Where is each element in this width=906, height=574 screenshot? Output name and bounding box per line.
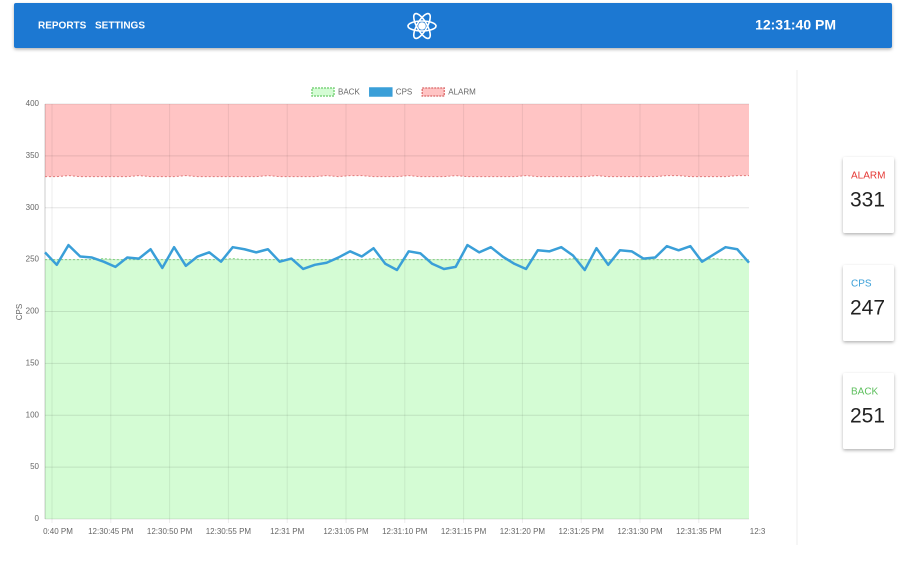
nav-link[interactable]: SETTINGS <box>95 21 145 32</box>
stat-label: CPS <box>851 279 872 290</box>
x-tick-label: 12:30:55 PM <box>206 527 252 536</box>
stat-label: BACK <box>851 387 879 398</box>
y-tick-label: 300 <box>26 203 40 212</box>
x-tick-label: 12:31:20 PM <box>500 527 546 536</box>
y-tick-label: 100 <box>26 410 40 419</box>
x-tick-label: 12:31 PM <box>270 527 305 536</box>
legend-label[interactable]: BACK <box>338 88 360 97</box>
nav-link[interactable]: REPORTS <box>38 21 87 32</box>
x-tick-label: 12:30:45 PM <box>88 527 134 536</box>
cards: ALARM 331 CPS 247 BACK 251 <box>843 157 894 449</box>
y-tick-label: 200 <box>26 307 40 316</box>
stat-value: 331 <box>850 189 885 212</box>
y-tick-label: 250 <box>26 255 40 264</box>
stat-card <box>843 157 894 233</box>
x-tick-label: 12:31:25 PM <box>559 527 605 536</box>
y-tick-label: 350 <box>26 151 40 160</box>
y-tick-label: 0 <box>35 514 40 523</box>
stat-label: ALARM <box>851 171 885 182</box>
stat-card <box>843 373 894 449</box>
series-line <box>45 175 749 178</box>
x-tick-label: 12:3 <box>750 527 766 536</box>
x-tick-label: 12:31:35 PM <box>676 527 722 536</box>
x-tick-label: 12:31:10 PM <box>382 527 428 536</box>
stat-card <box>843 265 894 341</box>
x-tick-label: 12:31:30 PM <box>617 527 663 536</box>
legend-swatch <box>311 87 335 97</box>
stat-value: 247 <box>850 297 885 320</box>
series-line <box>45 258 749 261</box>
y-tick-label: 50 <box>30 462 39 471</box>
logo[interactable] <box>407 11 437 40</box>
x-tick-label: 0:40 PM <box>43 527 73 536</box>
series-line <box>44 243 750 272</box>
y-axis-label: CPS <box>15 304 24 320</box>
y-tick-label: 400 <box>26 99 40 108</box>
x-tick-label: 12:31:15 PM <box>441 527 487 536</box>
legend-label[interactable]: ALARM <box>448 88 476 97</box>
chart: 0 50 100 150 200 250 300 350 400 0:40 PM 12:30:45 … <box>26 87 766 536</box>
x-tick-label: 12:30:50 PM <box>147 527 193 536</box>
legend-label[interactable]: CPS <box>396 88 412 97</box>
series-area <box>45 104 749 177</box>
stat-value: 251 <box>850 405 885 428</box>
y-tick-label: 150 <box>26 358 40 367</box>
series-area <box>45 258 749 519</box>
legend-swatch <box>369 87 393 97</box>
x-tick-label: 12:31:05 PM <box>323 527 369 536</box>
app-bar <box>14 3 892 48</box>
clock: 12:31:40 PM <box>755 17 836 33</box>
legend-swatch <box>421 87 445 97</box>
